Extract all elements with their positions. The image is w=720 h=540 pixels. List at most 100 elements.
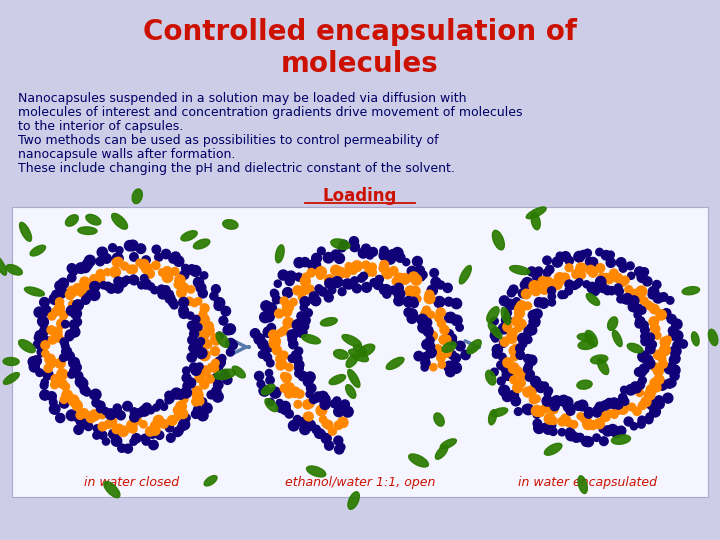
Circle shape <box>542 396 552 406</box>
Circle shape <box>576 263 586 273</box>
Circle shape <box>513 367 522 376</box>
Circle shape <box>281 373 288 380</box>
Circle shape <box>416 272 426 281</box>
Ellipse shape <box>222 220 238 229</box>
Circle shape <box>533 419 541 428</box>
Circle shape <box>70 320 79 329</box>
Circle shape <box>117 411 125 420</box>
Circle shape <box>573 280 581 288</box>
Circle shape <box>596 264 605 273</box>
Circle shape <box>199 380 209 389</box>
Circle shape <box>292 320 303 330</box>
Ellipse shape <box>348 369 360 387</box>
Circle shape <box>192 390 203 401</box>
Circle shape <box>509 285 518 294</box>
Circle shape <box>625 286 633 293</box>
Circle shape <box>92 399 100 407</box>
Circle shape <box>156 400 163 407</box>
Circle shape <box>136 244 145 253</box>
Ellipse shape <box>485 370 496 385</box>
Circle shape <box>438 361 446 368</box>
Ellipse shape <box>342 335 361 347</box>
Circle shape <box>307 383 316 393</box>
Circle shape <box>276 361 285 370</box>
Circle shape <box>303 377 312 387</box>
Circle shape <box>174 256 184 266</box>
Circle shape <box>55 281 65 291</box>
Circle shape <box>75 372 83 380</box>
Circle shape <box>331 250 341 259</box>
Circle shape <box>595 248 603 256</box>
Circle shape <box>541 403 551 413</box>
Circle shape <box>527 267 536 276</box>
Circle shape <box>523 387 533 397</box>
Circle shape <box>153 415 163 426</box>
Ellipse shape <box>232 366 246 378</box>
Circle shape <box>207 363 215 371</box>
Circle shape <box>187 265 197 274</box>
Circle shape <box>317 430 325 438</box>
Circle shape <box>657 380 667 390</box>
Circle shape <box>35 330 45 340</box>
Circle shape <box>48 360 55 368</box>
Circle shape <box>650 305 660 314</box>
Circle shape <box>107 284 116 293</box>
Circle shape <box>565 264 573 272</box>
Circle shape <box>32 356 41 366</box>
Circle shape <box>225 324 235 334</box>
Circle shape <box>294 364 303 373</box>
Circle shape <box>226 339 235 348</box>
Circle shape <box>62 390 73 401</box>
Circle shape <box>334 421 343 429</box>
Circle shape <box>266 360 274 367</box>
Circle shape <box>130 438 138 446</box>
Ellipse shape <box>531 213 540 230</box>
Circle shape <box>215 298 225 308</box>
Circle shape <box>112 258 121 267</box>
Circle shape <box>650 363 658 371</box>
Text: These include changing the pH and dielectric constant of the solvent.: These include changing the pH and dielec… <box>18 162 455 175</box>
Circle shape <box>564 287 572 295</box>
Circle shape <box>201 366 211 376</box>
Circle shape <box>304 413 311 420</box>
Circle shape <box>212 359 219 367</box>
Circle shape <box>269 330 278 340</box>
Circle shape <box>300 296 310 307</box>
Circle shape <box>211 365 219 373</box>
Circle shape <box>49 393 56 401</box>
Ellipse shape <box>215 369 235 380</box>
Circle shape <box>510 376 518 384</box>
Circle shape <box>127 240 138 251</box>
Circle shape <box>284 308 292 316</box>
Circle shape <box>171 388 182 399</box>
Circle shape <box>587 282 598 293</box>
Circle shape <box>83 388 91 396</box>
Ellipse shape <box>611 435 631 444</box>
Circle shape <box>43 370 53 380</box>
Circle shape <box>199 329 210 340</box>
Circle shape <box>73 284 82 292</box>
Circle shape <box>42 350 49 357</box>
Ellipse shape <box>459 266 472 284</box>
Circle shape <box>55 334 63 342</box>
Circle shape <box>565 280 574 289</box>
Circle shape <box>285 363 293 371</box>
Circle shape <box>490 331 500 340</box>
Circle shape <box>315 285 323 293</box>
Circle shape <box>97 247 107 258</box>
Circle shape <box>351 277 359 284</box>
Circle shape <box>577 413 584 420</box>
Circle shape <box>102 254 112 263</box>
Circle shape <box>257 380 265 388</box>
Circle shape <box>47 326 55 334</box>
Circle shape <box>163 267 171 276</box>
Circle shape <box>56 287 67 298</box>
Circle shape <box>436 308 445 317</box>
Circle shape <box>669 331 678 340</box>
Circle shape <box>350 267 357 274</box>
Circle shape <box>334 436 343 445</box>
Circle shape <box>410 297 418 305</box>
Circle shape <box>407 314 417 323</box>
Circle shape <box>282 302 293 313</box>
Circle shape <box>444 350 451 357</box>
